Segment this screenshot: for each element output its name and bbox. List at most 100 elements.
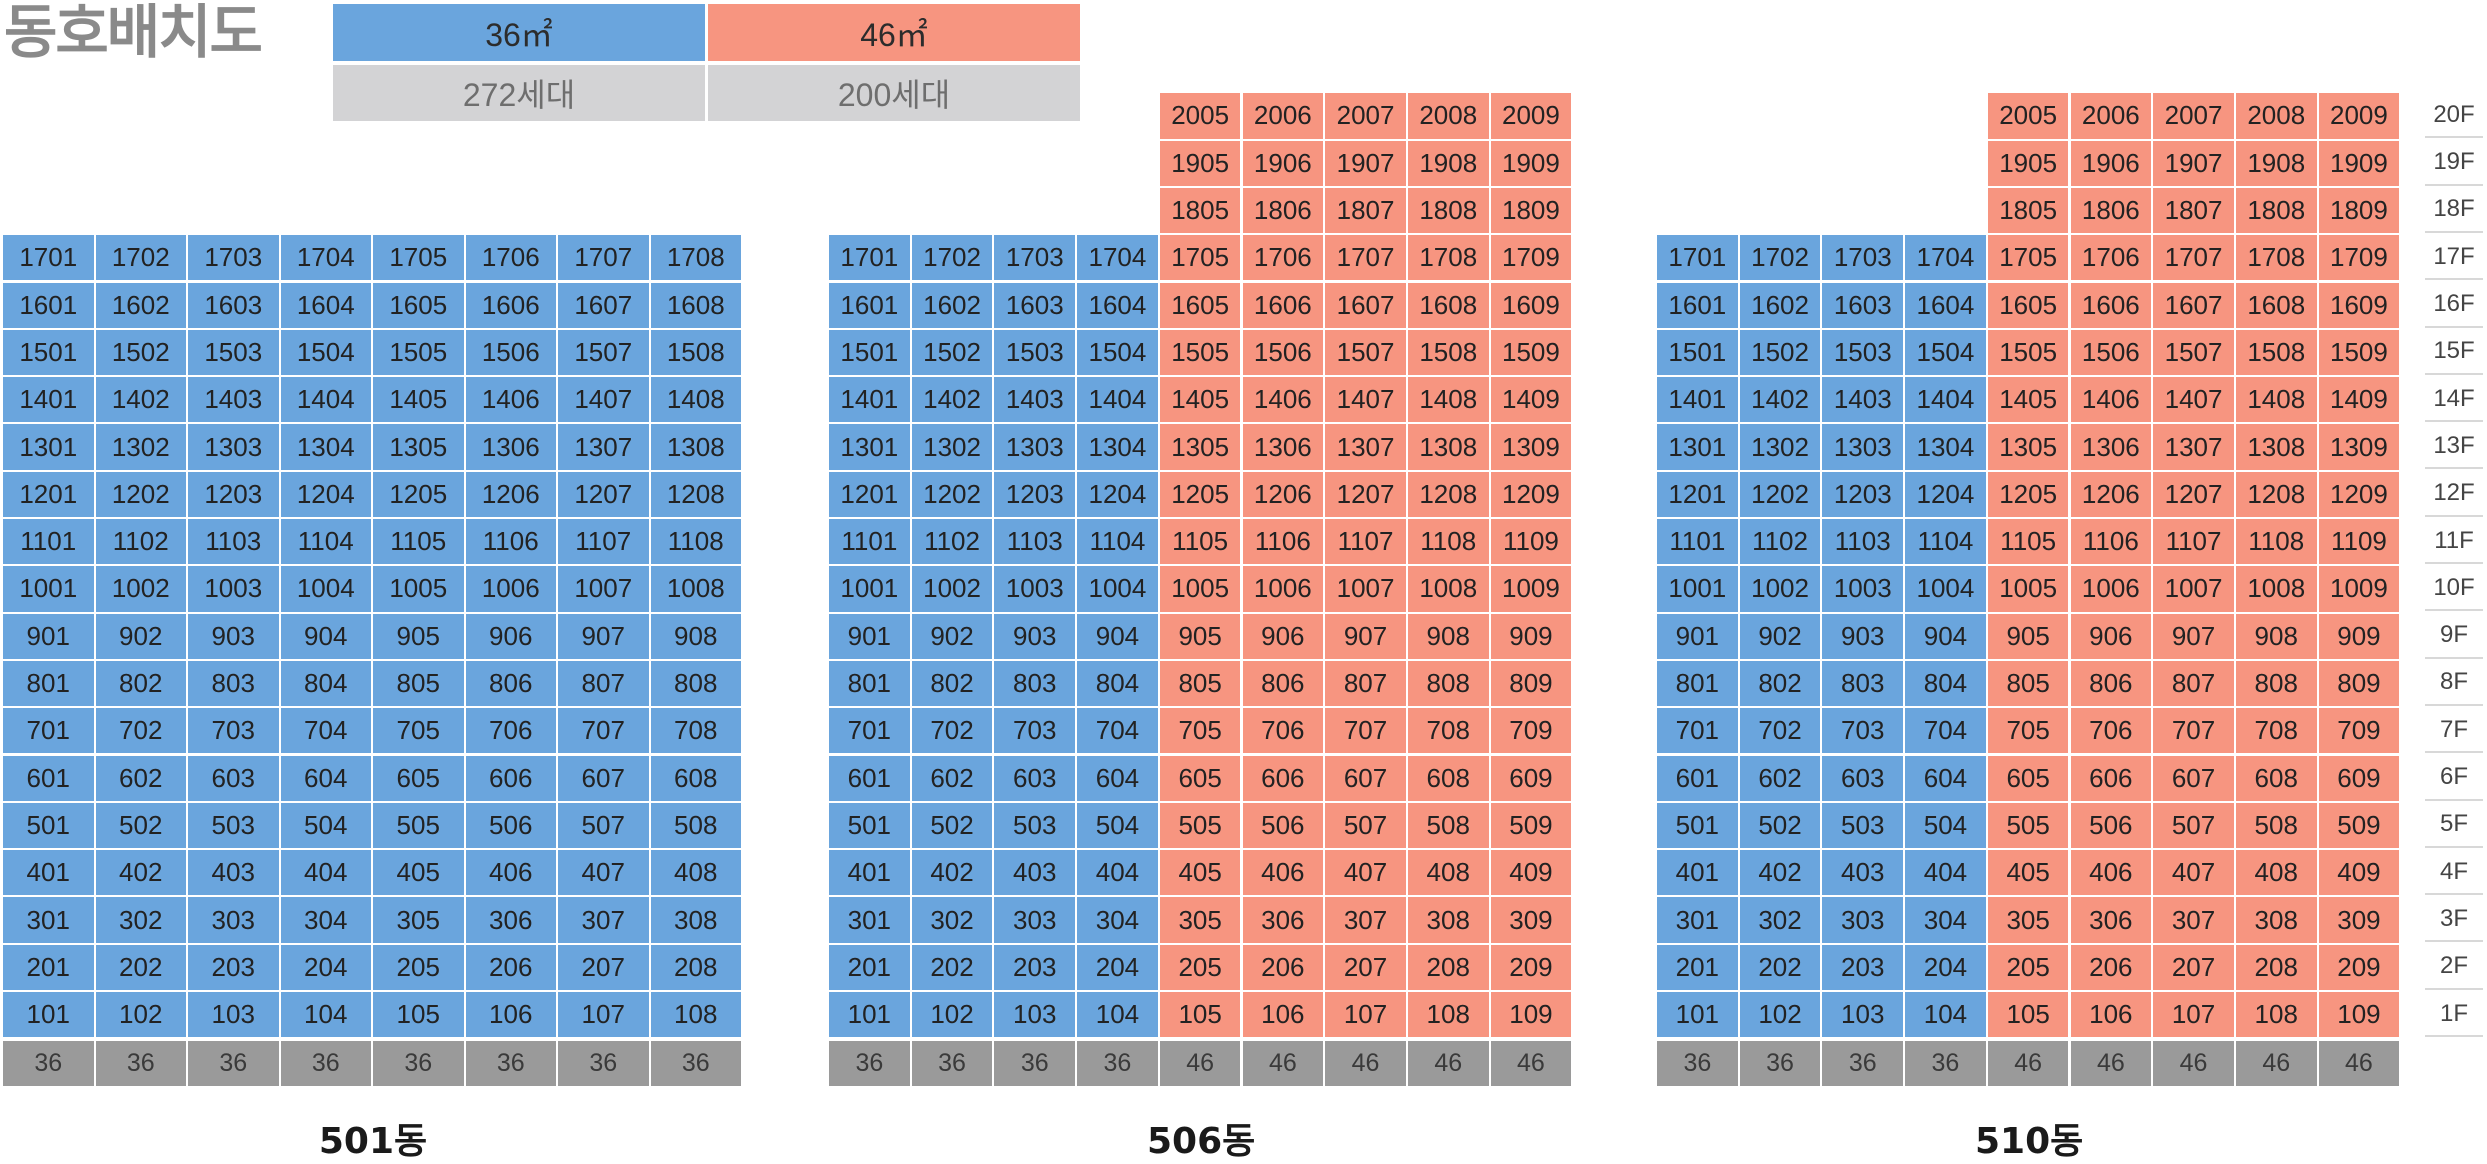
unit-cell: 1708: [1407, 235, 1489, 281]
unit-cell: 507: [1325, 802, 1406, 849]
unit-cell: 305: [1159, 897, 1241, 943]
unit-cell: 2009: [2318, 93, 2400, 139]
unit-cell: 805: [1987, 660, 2069, 707]
unit-cell: 1308: [2235, 424, 2317, 470]
unit-cell: 1202: [1739, 471, 1821, 517]
floor-label: 14F: [2425, 377, 2483, 423]
unit-type-label: 36: [95, 1041, 186, 1086]
unit-cell: 809: [2318, 660, 2400, 707]
unit-cell: 104: [280, 992, 371, 1038]
unit-cell: 1208: [2235, 471, 2317, 517]
unit-cell: 104: [1905, 992, 1986, 1038]
floor-label: 13F: [2425, 424, 2483, 470]
unit-cell: 808: [650, 660, 741, 707]
unit-cell: 1605: [1159, 282, 1241, 328]
unit-cell: 904: [1077, 613, 1158, 659]
unit-cell: 403: [994, 850, 1076, 896]
unit-cell: 307: [558, 897, 649, 943]
unit-type-label: 46: [1242, 1041, 1324, 1086]
unit-cell: 402: [95, 850, 186, 896]
unit-cell: 302: [95, 897, 186, 943]
unit-cell: 1303: [188, 424, 279, 470]
unit-cell: 1906: [1242, 140, 1324, 186]
unit-cell: 301: [3, 897, 94, 943]
unit-cell: 706: [2070, 708, 2152, 754]
unit-cell: 309: [1490, 897, 1572, 943]
unit-cell: 601: [829, 755, 910, 801]
unit-cell: 1706: [1242, 235, 1324, 281]
unit-cell: 1402: [911, 377, 993, 423]
unit-cell: 203: [994, 944, 1076, 990]
unit-cell: 907: [558, 613, 649, 659]
unit-cell: 1503: [994, 329, 1076, 376]
unit-cell: 901: [3, 613, 94, 659]
unit-cell: 1809: [2318, 187, 2400, 234]
unit-cell: 904: [1905, 613, 1986, 659]
unit-type-label: 36: [280, 1041, 371, 1086]
legend-count-46: 200세대: [708, 65, 1080, 121]
unit-cell: 205: [1159, 944, 1241, 990]
unit-cell: 1601: [829, 282, 910, 328]
unit-cell: 803: [188, 660, 279, 707]
unit-cell: 1004: [280, 566, 371, 612]
unit-type-label: 46: [2318, 1041, 2400, 1086]
unit-cell: 206: [2070, 944, 2152, 990]
legend-count-36: 272세대: [333, 65, 705, 121]
legend-type-46: 46㎡: [708, 4, 1080, 61]
unit-cell: 105: [1159, 992, 1241, 1038]
unit-cell: 102: [1739, 992, 1821, 1038]
unit-cell: 904: [280, 613, 371, 659]
unit-cell: 1707: [1325, 235, 1406, 281]
unit-cell: 803: [994, 660, 1076, 707]
unit-cell: 504: [280, 802, 371, 849]
unit-cell: 808: [2235, 660, 2317, 707]
unit-cell: 1007: [558, 566, 649, 612]
unit-cell: 402: [911, 850, 993, 896]
unit-cell: 208: [1407, 944, 1489, 990]
floor-label: 18F: [2425, 188, 2483, 233]
unit-cell: 1701: [829, 235, 910, 281]
floor-label: 3F: [2425, 897, 2483, 943]
unit-cell: 105: [1987, 992, 2069, 1038]
unit-cell: 1101: [1657, 519, 1738, 565]
unit-cell: 607: [558, 755, 649, 801]
unit-cell: 1609: [1490, 282, 1572, 328]
unit-cell: 905: [373, 613, 464, 659]
unit-cell: 1708: [2235, 235, 2317, 281]
unit-cell: 1405: [1159, 377, 1241, 423]
unit-cell: 604: [1077, 755, 1158, 801]
unit-cell: 305: [373, 897, 464, 943]
unit-cell: 606: [465, 755, 556, 801]
unit-cell: 605: [1159, 755, 1241, 801]
unit-cell: 1309: [1490, 424, 1572, 470]
unit-cell: 1503: [188, 329, 279, 376]
unit-cell: 1502: [95, 329, 186, 376]
unit-cell: 1404: [1077, 377, 1158, 423]
unit-cell: 1304: [280, 424, 371, 470]
unit-cell: 303: [1822, 897, 1904, 943]
unit-cell: 706: [465, 708, 556, 754]
unit-cell: 2009: [1490, 93, 1572, 139]
unit-cell: 1108: [2235, 519, 2317, 565]
unit-cell: 1707: [558, 235, 649, 281]
unit-cell: 1307: [558, 424, 649, 470]
unit-type-label: 36: [3, 1041, 94, 1086]
building-name: 506동: [1147, 1121, 1256, 1162]
unit-cell: 905: [1159, 613, 1241, 659]
unit-cell: 1303: [994, 424, 1076, 470]
unit-cell: 1502: [1739, 329, 1821, 376]
unit-cell: 203: [188, 944, 279, 990]
unit-cell: 903: [188, 613, 279, 659]
unit-cell: 405: [1987, 850, 2069, 896]
unit-cell: 602: [1739, 755, 1821, 801]
unit-cell: 507: [558, 802, 649, 849]
unit-type-label: 36: [911, 1041, 993, 1086]
unit-cell: 1204: [1905, 471, 1986, 517]
unit-cell: 806: [2070, 660, 2152, 707]
unit-cell: 509: [2318, 802, 2400, 849]
unit-cell: 404: [1905, 850, 1986, 896]
unit-cell: 802: [911, 660, 993, 707]
unit-cell: 206: [465, 944, 556, 990]
unit-cell: 1304: [1077, 424, 1158, 470]
unit-cell: 2006: [1242, 93, 1324, 139]
